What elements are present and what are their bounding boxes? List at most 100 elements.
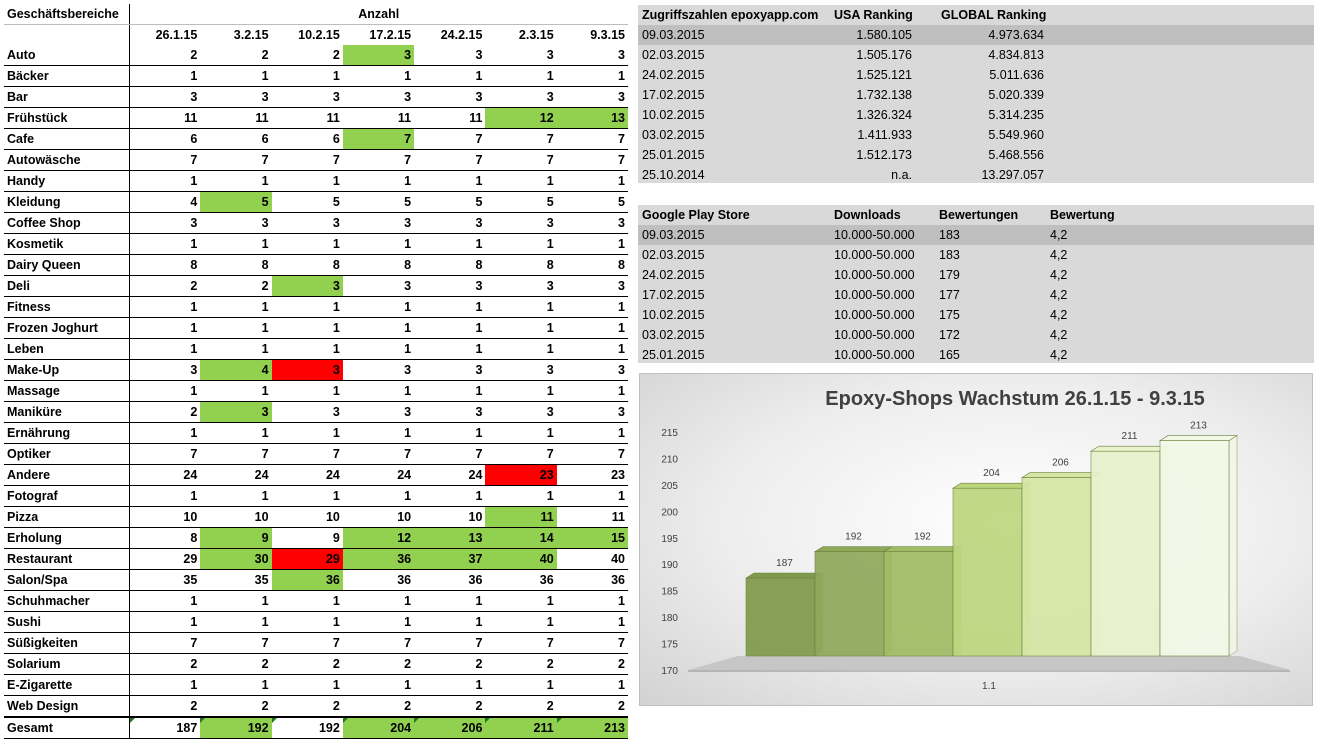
count-cell: 1	[271, 590, 343, 612]
count-cell: 1	[556, 380, 628, 402]
ranking-global-value: 5.549.960	[988, 128, 1044, 142]
chart-data-labels: 187 192 192 204 206 211 213	[776, 421, 1207, 570]
count-cell: 1	[556, 296, 628, 318]
formula-indicator-icon	[342, 718, 348, 723]
ranking-header-site: Zugriffszahlen epoxyapp.com	[642, 8, 819, 22]
count-cell: 3	[556, 45, 628, 66]
category-name: Maniküre	[4, 401, 130, 423]
ranking-row[interactable]: 09.03.2015 1.580.105 4.973.634	[638, 25, 1314, 45]
count-cell: 2	[556, 653, 628, 675]
count-cell: 5	[556, 191, 628, 213]
playstore-row[interactable]: 25.01.2015 10.000-50.000 165 4,2	[638, 345, 1314, 365]
count-cell: 2	[556, 695, 628, 718]
category-name: Optiker	[4, 443, 130, 465]
count-cell: 192	[200, 716, 272, 739]
count-cell: 11	[485, 506, 557, 528]
table-row: Make-Up 3 4 3 3 3 3 3	[4, 359, 628, 381]
playstore-row[interactable]: 02.03.2015 10.000-50.000 183 4,2	[638, 245, 1314, 265]
count-cell: 1	[271, 380, 343, 402]
ranking-row[interactable]: 24.02.2015 1.525.121 5.011.636	[638, 65, 1314, 85]
category-name: Pizza	[4, 506, 130, 528]
playstore-header-downloads: Downloads	[834, 208, 901, 222]
count-cell: 13	[414, 527, 486, 549]
y-tick-label: 215	[661, 428, 678, 439]
count-cell: 192	[271, 716, 343, 739]
count-cell: 7	[200, 149, 272, 171]
ranking-row[interactable]: 10.02.2015 1.326.324 5.314.235	[638, 105, 1314, 125]
category-name: Kosmetik	[4, 233, 130, 255]
count-cell: 1	[414, 65, 486, 87]
bar-top	[1020, 472, 1101, 478]
count-cell: 1	[556, 674, 628, 696]
count-cell: 2	[129, 401, 201, 423]
table-row: Kleidung 4 5 5 5 5 5 5	[4, 191, 628, 213]
date-header-spacer	[4, 24, 130, 45]
count-cell: 23	[556, 464, 628, 486]
bar-top	[951, 482, 1032, 489]
count-cell: 1	[271, 233, 343, 255]
count-cell: 3	[414, 401, 486, 423]
count-cell: 24	[200, 464, 272, 486]
bar-top	[1089, 445, 1170, 452]
count-cell: 2	[129, 275, 201, 297]
count-cell: 3	[200, 86, 272, 108]
playstore-row[interactable]: 03.02.2015 10.000-50.000 172 4,2	[638, 325, 1314, 345]
count-cell: 1	[200, 233, 272, 255]
bar-value-label: 192	[914, 532, 931, 543]
chart-floor-plane	[688, 656, 1290, 670]
business-category-table-body: Geschäftsbereiche Anzahl 26.1.15 3.2.15 10…	[4, 4, 628, 739]
playstore-header-store: Google Play Store	[642, 208, 750, 222]
count-cell: 11	[129, 107, 201, 129]
count-cell: 11	[342, 107, 415, 129]
count-cell: 1	[414, 317, 486, 339]
ranking-usa-value: 1.732.138	[856, 88, 912, 102]
count-cell: 2	[485, 695, 557, 718]
category-name: Restaurant	[4, 548, 130, 570]
playstore-rating: 4,2	[1050, 228, 1068, 242]
ranking-global-value: 13.297.057	[981, 168, 1044, 182]
count-cell: 1	[556, 485, 628, 507]
count-cell: 1	[485, 590, 557, 612]
ranking-date: 02.03.2015	[642, 48, 705, 62]
ranking-row[interactable]: 17.02.2015 1.732.138 5.020.339	[638, 85, 1314, 105]
count-cell: 24	[342, 464, 415, 486]
y-tick-label: 180	[661, 613, 678, 624]
count-cell: 1	[414, 422, 486, 444]
count-cell: 1	[200, 590, 272, 612]
playstore-row[interactable]: 10.02.2015 10.000-50.000 175 4,2	[638, 305, 1314, 325]
playstore-row[interactable]: 17.02.2015 10.000-50.000 177 4,2	[638, 285, 1314, 305]
traffic-ranking-panel: Zugriffszahlen epoxyapp.com USA Ranking …	[638, 5, 1314, 183]
count-cell: 5	[200, 191, 272, 213]
category-name: Erholung	[4, 527, 130, 549]
playstore-rating: 4,2	[1050, 288, 1068, 302]
count-cell: 24	[129, 464, 201, 486]
count-cell: 10	[342, 506, 415, 528]
count-cell: 7	[342, 149, 415, 171]
ranking-header-usa: USA Ranking	[834, 8, 913, 22]
ranking-row[interactable]: 02.03.2015 1.505.176 4.834.813	[638, 45, 1314, 65]
count-cell: 9	[271, 527, 343, 549]
count-cell: 29	[129, 548, 201, 570]
count-cell: 30	[200, 548, 272, 570]
count-cell: 2	[414, 653, 486, 675]
ranking-row[interactable]: 25.10.2014 n.a. 13.297.057	[638, 165, 1314, 185]
ranking-row[interactable]: 25.01.2015 1.512.173 5.468.556	[638, 145, 1314, 165]
playstore-downloads: 10.000-50.000	[834, 288, 915, 302]
ranking-date: 10.02.2015	[642, 108, 705, 122]
category-name: Fitness	[4, 296, 130, 318]
count-cell: 15	[556, 527, 628, 549]
ranking-row[interactable]: 03.02.2015 1.411.933 5.549.960	[638, 125, 1314, 145]
bar-value-label: 187	[776, 558, 793, 569]
count-cell: 1	[342, 65, 415, 87]
playstore-row[interactable]: 24.02.2015 10.000-50.000 179 4,2	[638, 265, 1314, 285]
playstore-row[interactable]: 09.03.2015 10.000-50.000 183 4,2	[638, 225, 1314, 245]
date-header-4: 24.2.15	[440, 28, 483, 42]
count-cell: 37	[414, 548, 486, 570]
count-cell: 11	[556, 506, 628, 528]
table-row: E-Zigarette 1 1 1 1 1 1 1	[4, 674, 628, 696]
total-value: 192	[247, 721, 269, 735]
count-cell: 5	[414, 191, 486, 213]
ranking-usa-value: 1.512.173	[856, 148, 912, 162]
chart-bars	[744, 435, 1239, 657]
date-header-row: 26.1.15 3.2.15 10.2.15 17.2.15 24.2.15 2.3.15…	[4, 24, 628, 45]
